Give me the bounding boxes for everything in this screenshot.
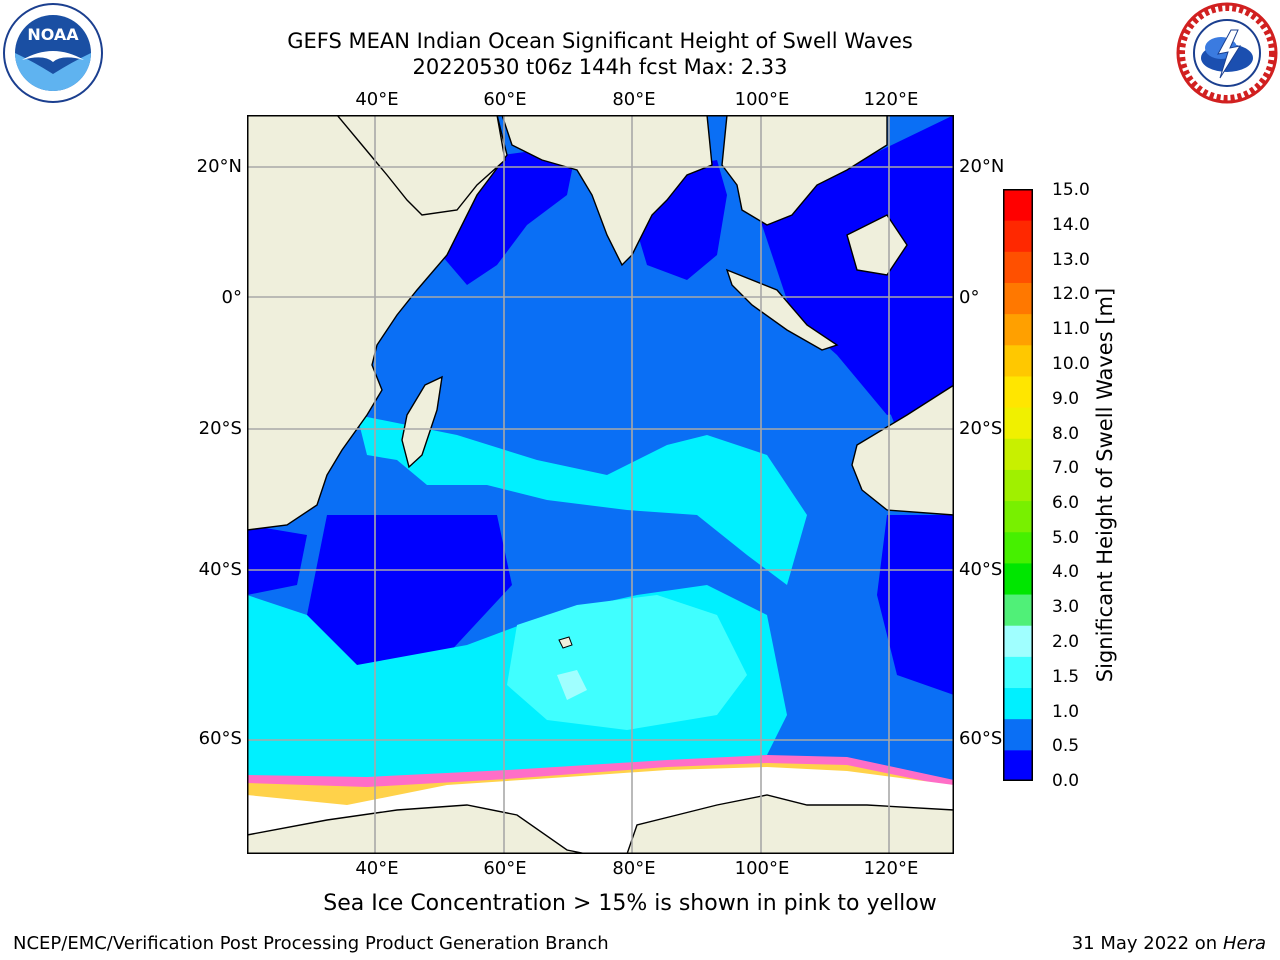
colorbar-tick: 10.0 — [1052, 354, 1090, 374]
lat-label-right-60s: 60°S — [959, 728, 1003, 749]
chart-subtitle: 20220530 t06z 144h fcst Max: 2.33 — [412, 55, 788, 79]
land-borneo — [846, 214, 908, 276]
lat-label-left-40s: 40°S — [198, 559, 242, 580]
lon-label-top-100e: 100°E — [734, 89, 790, 110]
colorbar-tick: 1.0 — [1052, 702, 1080, 722]
lon-label-top-60e: 60°E — [483, 89, 527, 110]
wave-height-map — [247, 115, 954, 854]
colorbar-tick: 6.0 — [1052, 493, 1080, 513]
colorbar-segment — [1003, 344, 1033, 377]
colorbar-segment — [1003, 500, 1033, 533]
land-madagascar — [401, 375, 443, 469]
graticule — [247, 115, 954, 854]
svg-text:NOAA: NOAA — [27, 25, 79, 44]
southern-swell-peak — [557, 670, 587, 700]
colorbar-segment — [1003, 469, 1033, 502]
colorbar-segment — [1003, 407, 1033, 439]
lat-label-left-60s: 60°S — [198, 728, 242, 749]
arabian-sea-low — [437, 145, 577, 285]
colorbar-segment — [1003, 594, 1033, 626]
colorbar-tick: 12.0 — [1052, 284, 1090, 304]
lon-label-bottom-80e: 80°E — [612, 858, 656, 879]
colorbar-tick: 11.0 — [1052, 319, 1090, 339]
footer-date: 31 May 2022 on Hera — [1071, 933, 1266, 954]
nws-logo — [1176, 2, 1278, 104]
colorbar-tick: 13.0 — [1052, 250, 1090, 270]
land-australia — [851, 384, 954, 516]
colorbar-segment — [1003, 749, 1033, 781]
colorbar-tick: 2.0 — [1052, 632, 1080, 652]
southeast-low — [877, 515, 954, 695]
colorbar-segment — [1003, 718, 1033, 751]
colorbar-label: Significant Height of Swell Waves [m] — [1093, 287, 1117, 683]
lat-label-right-0: 0° — [959, 287, 980, 308]
lat-label-left-20n: 20°N — [196, 156, 242, 177]
lat-label-left-20s: 20°S — [198, 418, 242, 439]
colorbar-tick: 15.0 — [1052, 180, 1090, 200]
colorbar-tick: 5.0 — [1052, 528, 1080, 548]
lon-label-top-40e: 40°E — [355, 89, 399, 110]
lon-label-top-80e: 80°E — [612, 89, 656, 110]
colorbar-segment — [1003, 251, 1033, 283]
land-africa-arabia — [247, 115, 508, 531]
colorbar — [1003, 189, 1033, 781]
lon-label-top-120e: 120°E — [863, 89, 919, 110]
noaa-logo: NOAA — [3, 3, 103, 103]
lat-label-right-20s: 20°S — [959, 418, 1003, 439]
colorbar-segment — [1003, 220, 1033, 252]
colorbar-segment — [1003, 438, 1033, 470]
mozambique-low — [307, 515, 512, 665]
sea-ice-note: Sea Ice Concentration > 15% is shown in … — [323, 891, 937, 916]
colorbar-segment — [1003, 313, 1033, 346]
colorbar-tick: 4.0 — [1052, 562, 1080, 582]
colorbar-segment — [1003, 282, 1033, 315]
colorbar-tick: 3.0 — [1052, 597, 1080, 617]
southwest-corner-low — [247, 525, 307, 595]
colorbar-segment — [1003, 687, 1033, 720]
lon-label-bottom-100e: 100°E — [734, 858, 790, 879]
land-sumatra — [725, 268, 839, 351]
land-southeast-asia — [721, 115, 888, 226]
footer-credit: NCEP/EMC/Verification Post Processing Pr… — [13, 933, 609, 954]
footer-host: Hera — [1222, 933, 1266, 954]
subtropical-swell-band — [357, 415, 807, 585]
colorbar-tick: 8.0 — [1052, 424, 1080, 444]
lat-label-right-20n: 20°N — [959, 156, 1005, 177]
colorbar-segment — [1003, 189, 1033, 221]
colorbar-tick: 14.0 — [1052, 215, 1090, 235]
lon-label-bottom-120e: 120°E — [863, 858, 919, 879]
land-antarctica-east — [626, 794, 954, 854]
lon-label-bottom-60e: 60°E — [483, 858, 527, 879]
colorbar-segment — [1003, 625, 1033, 657]
colorbar-segment — [1003, 531, 1033, 564]
lat-label-right-40s: 40°S — [959, 559, 1003, 580]
colorbar-segment — [1003, 656, 1033, 689]
lon-label-bottom-40e: 40°E — [355, 858, 399, 879]
colorbar-segment — [1003, 375, 1033, 408]
colorbar-tick: 9.0 — [1052, 389, 1080, 409]
map-frame — [247, 115, 954, 854]
colorbar-segment — [1003, 562, 1033, 595]
land-kerguelen — [558, 636, 573, 649]
colorbar-tick: 7.0 — [1052, 458, 1080, 478]
colorbar-tick: 1.5 — [1052, 667, 1080, 687]
colorbar-tick: 0.5 — [1052, 736, 1080, 756]
colorbar-tick: 0.0 — [1052, 771, 1080, 791]
chart-title: GEFS MEAN Indian Ocean Significant Heigh… — [287, 29, 913, 53]
lat-label-left-0: 0° — [221, 287, 242, 308]
